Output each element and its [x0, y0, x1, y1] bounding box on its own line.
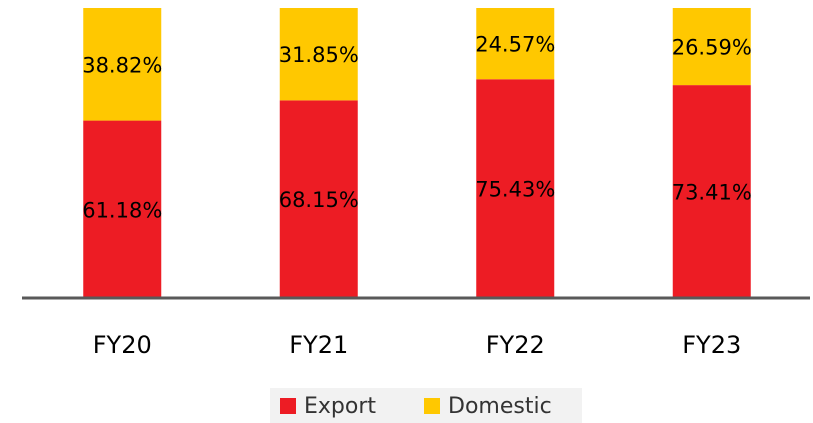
bar-segment [672, 85, 751, 299]
bar-segment [279, 100, 358, 299]
data-label: 75.43% [475, 178, 555, 202]
bar-segment [83, 8, 162, 121]
data-label: 61.18% [82, 198, 162, 222]
legend-label: Export [304, 394, 376, 419]
x-tick-label: FY21 [289, 331, 348, 359]
data-label: 31.85% [279, 43, 359, 67]
bar-segment [83, 120, 162, 298]
data-label: 24.57% [475, 33, 555, 57]
legend-label: Domestic [448, 394, 552, 419]
legend-swatch [280, 398, 296, 414]
data-label: 68.15% [279, 188, 359, 212]
bar-segment [672, 8, 751, 86]
x-tick-label: FY23 [682, 331, 741, 359]
data-label: 73.41% [672, 181, 752, 205]
x-tick-label: FY20 [93, 331, 152, 359]
data-label: 26.59% [672, 36, 752, 60]
bar-segment [279, 8, 358, 101]
bar-segment [476, 8, 555, 80]
data-label: 38.82% [82, 53, 162, 77]
legend-swatch [424, 398, 440, 414]
x-tick-label: FY22 [486, 331, 545, 359]
bar-segment [476, 79, 555, 299]
